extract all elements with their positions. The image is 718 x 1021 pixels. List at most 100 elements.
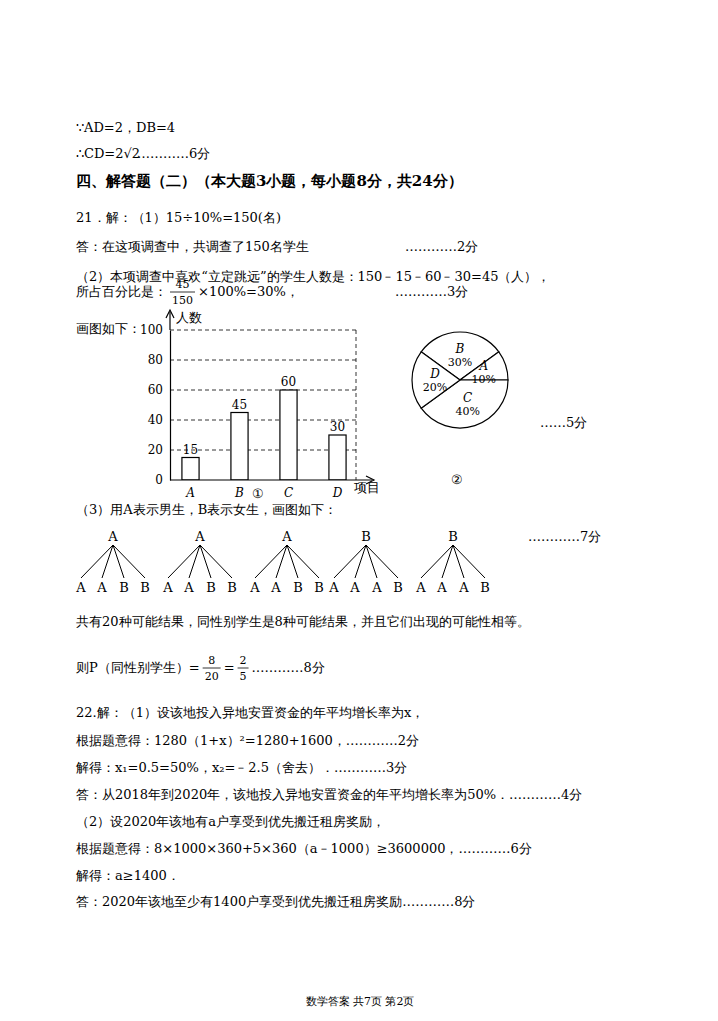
bar bbox=[231, 413, 248, 481]
x-tick-label: C bbox=[284, 486, 293, 500]
fraction-numerator: 2 bbox=[240, 654, 247, 667]
tree-branch bbox=[355, 545, 366, 578]
y-tick: 100 bbox=[140, 323, 170, 337]
data-label: 30 bbox=[330, 420, 345, 434]
tree-branch bbox=[453, 545, 485, 578]
data-label: 45 bbox=[232, 398, 247, 412]
tree-leaf: A bbox=[328, 580, 339, 595]
grid-line bbox=[170, 420, 356, 421]
y-tick-label: 20 bbox=[148, 443, 163, 457]
pie-label: C bbox=[463, 391, 472, 405]
tree-leaf: B bbox=[119, 580, 129, 595]
tree-branch bbox=[255, 545, 287, 578]
tree-root: A bbox=[194, 529, 205, 544]
y-tick: 40 bbox=[148, 413, 170, 427]
chart-caption: ② bbox=[451, 472, 463, 487]
pie-chart: B30%A10%C40%D20% bbox=[412, 332, 508, 428]
fraction: 25 bbox=[238, 654, 249, 683]
text-line: …………8分 bbox=[252, 660, 325, 675]
tree-branch bbox=[334, 545, 366, 578]
text-body: ∵AD=2，DB=4∴CD=2√2…………6分四、解答题（二）（本大题3小题，每… bbox=[76, 120, 601, 1008]
y-axis-arrow-line bbox=[169, 312, 170, 330]
tree-leaf: A bbox=[415, 580, 426, 595]
data-label: 20% bbox=[423, 381, 447, 394]
text-line: ×100%=30%， bbox=[198, 284, 299, 299]
fraction-bar bbox=[238, 668, 249, 669]
fraction-numerator: 8 bbox=[208, 654, 215, 667]
tree-leaf: B bbox=[293, 580, 303, 595]
text-line: （2）设2020年该地有a户享受到优先搬迁租房奖励， bbox=[76, 814, 385, 829]
tree-root: B bbox=[448, 529, 458, 544]
tree-leaf: A bbox=[162, 580, 173, 595]
text-line: 画图如下： bbox=[76, 321, 141, 336]
text-line: 22.解：（1）设该地投入异地安置资金的年平均增长率为x， bbox=[76, 705, 424, 720]
pie-slice bbox=[421, 380, 508, 428]
y-tick: 0 bbox=[155, 473, 170, 487]
tree-root: B bbox=[361, 529, 371, 544]
tree: AAABB bbox=[75, 529, 149, 595]
y-tick-label: 40 bbox=[148, 413, 163, 427]
text-line: ∵AD=2，DB=4 bbox=[76, 120, 175, 135]
tree-leaf: A bbox=[458, 580, 469, 595]
x-tick: A bbox=[185, 480, 195, 500]
tree-leaf: B bbox=[393, 580, 403, 595]
tree-branch bbox=[366, 545, 398, 578]
fraction-numerator: 45 bbox=[176, 278, 190, 291]
bar bbox=[329, 435, 346, 480]
data-label: 60 bbox=[281, 375, 296, 389]
tree-branch bbox=[287, 545, 319, 578]
data-label: 10% bbox=[472, 373, 496, 386]
text-line: （3）用A表示男生，B表示女生，画图如下： bbox=[76, 502, 337, 517]
tree: AAABB bbox=[249, 529, 323, 595]
fraction-bar bbox=[203, 668, 221, 669]
bar bbox=[280, 390, 297, 480]
tree-leaf: B bbox=[480, 580, 490, 595]
tree-branch bbox=[200, 545, 232, 578]
tree-leaf: B bbox=[140, 580, 150, 595]
tree-branch bbox=[453, 545, 464, 578]
tree-branch bbox=[366, 545, 377, 578]
text-line: （2）本项调查中喜欢“立定跳远”的学生人数是：150﹣15﹣60﹣30=45（人… bbox=[76, 269, 550, 284]
tree-leaf: B bbox=[314, 580, 324, 595]
tree-leaf: A bbox=[436, 580, 447, 595]
text-line: 所占百分比是： bbox=[76, 284, 167, 299]
x-tick-label: A bbox=[185, 486, 195, 500]
y-tick-label: 0 bbox=[155, 473, 163, 487]
bars bbox=[182, 390, 346, 480]
x-tick-label: B bbox=[234, 486, 244, 500]
text-line: ∴CD=2√2 bbox=[76, 146, 140, 161]
tree-branch bbox=[81, 545, 113, 578]
grid-line bbox=[170, 360, 356, 361]
tree-diagrams: AAABBAAABBAAABBBAAABBAAAB bbox=[75, 529, 489, 595]
bar bbox=[182, 458, 199, 481]
text-line: 四、解答题（二）（本大题3小题，每小题8分，共24分） bbox=[76, 172, 463, 190]
y-tick: 20 bbox=[148, 443, 170, 457]
data-label: 15 bbox=[183, 443, 198, 457]
data-label: 40% bbox=[455, 405, 479, 418]
pie-label: B bbox=[455, 342, 465, 356]
text-line: 答：从2018年到2020年，该地投入异地安置资金的年平均增长率为50%．………… bbox=[76, 787, 582, 802]
text-line: 共有20种可能结果，同性别学生是8种可能结果，并且它们出现的可能性相等。 bbox=[76, 614, 530, 629]
grid-line bbox=[170, 330, 356, 331]
fraction-denominator: 20 bbox=[205, 670, 219, 683]
y-axis-line bbox=[170, 331, 171, 481]
text-line: 解得：a≥1400． bbox=[76, 868, 180, 883]
tree-branch bbox=[287, 545, 298, 578]
tree-leaf: A bbox=[371, 580, 382, 595]
fraction-denominator: 150 bbox=[172, 294, 193, 307]
text-line: 则P（同性别学生）= bbox=[76, 660, 200, 675]
bar-chart: 15456030020406080100人数ABCD项目① bbox=[140, 310, 380, 501]
x-tick-label: D bbox=[332, 486, 343, 500]
tree-branch bbox=[102, 545, 113, 578]
tree-branch bbox=[189, 545, 200, 578]
text-line: ……5分 bbox=[540, 415, 587, 430]
text-line: = bbox=[224, 660, 235, 675]
tree-branch bbox=[113, 545, 145, 578]
fraction-bar bbox=[170, 292, 195, 293]
tree-leaf: A bbox=[183, 580, 194, 595]
tree-leaf: A bbox=[249, 580, 260, 595]
tree-leaf: A bbox=[349, 580, 360, 595]
text-line: …………3分 bbox=[395, 284, 468, 299]
x-tick: D bbox=[332, 480, 343, 500]
tree-root: A bbox=[107, 529, 118, 544]
